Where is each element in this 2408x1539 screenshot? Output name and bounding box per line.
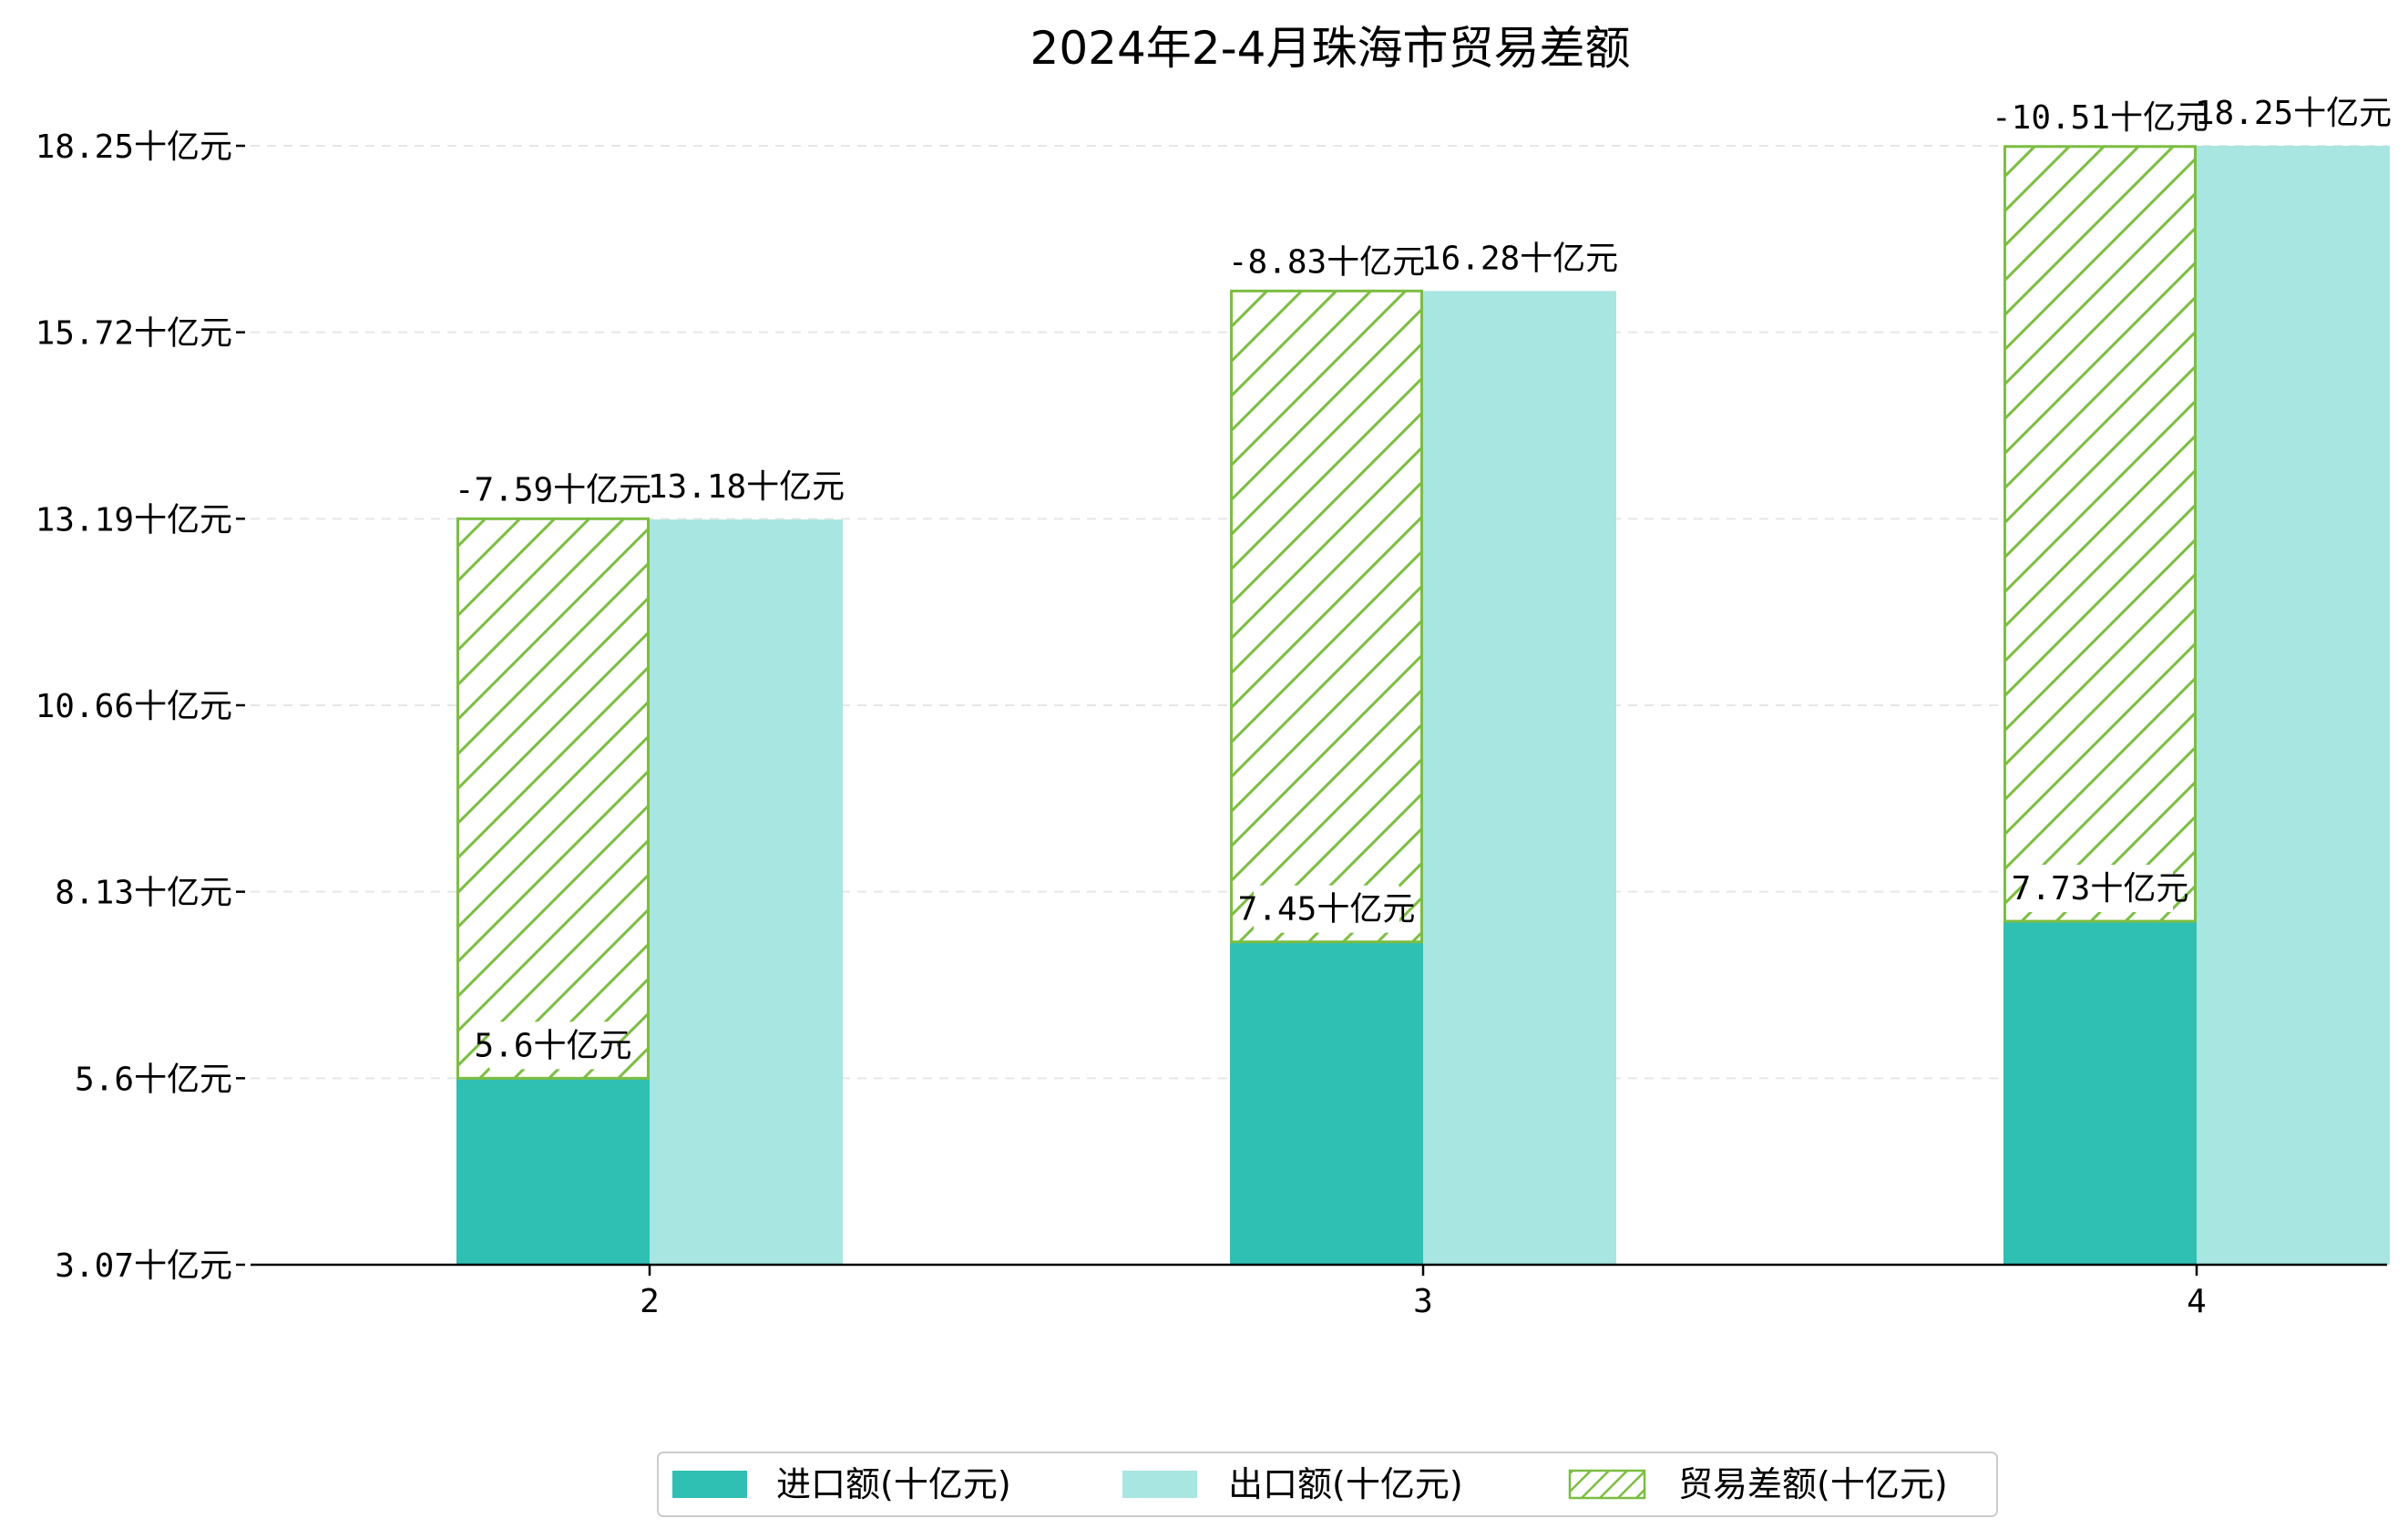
legend-frame xyxy=(657,1452,1998,1517)
data-label-import-group: 5.6十亿元 xyxy=(474,1021,632,1070)
data-label-export: 18.25十亿元 xyxy=(2195,95,2392,132)
data-label-export-bg xyxy=(1438,234,1602,282)
data-label-import-group: 7.73十亿元 xyxy=(2012,865,2189,913)
data-labels: 13.18十亿元-7.59十亿元 5.6十亿元 16.28十亿元-8.83十亿元 7.… xyxy=(455,89,2392,1070)
legend-label-export: 出口额(十亿元) xyxy=(1228,1464,1463,1504)
y-tick-label: 13.19十亿元 xyxy=(36,501,232,539)
legend-swatch-balance xyxy=(1568,1469,1646,1500)
y-tick-label: 10.66十亿元 xyxy=(36,688,232,725)
y-tick-label: 18.25十亿元 xyxy=(36,128,232,166)
bar-trade-balance xyxy=(1230,289,1423,944)
data-label-export-group: 18.25十亿元 xyxy=(2195,89,2392,137)
y-tick-label: 3.07十亿元 xyxy=(55,1247,232,1285)
legend: 进口额(十亿元) 出口额(十亿元) 贸易差额(十亿元) xyxy=(657,1452,1998,1517)
data-label-balance-bg xyxy=(1245,238,1409,286)
bar-import xyxy=(1230,941,1423,1265)
legend-label-balance: 贸易差额(十亿元) xyxy=(1678,1464,1948,1504)
data-label-import: 5.6十亿元 xyxy=(474,1027,631,1064)
x-tick-label: 2 xyxy=(640,1283,660,1320)
data-label-import-bg xyxy=(1254,885,1399,933)
data-label-export-bg xyxy=(664,463,828,511)
data-label-export-group: 16.28十亿元 xyxy=(1421,234,1618,282)
bar-export xyxy=(2197,146,2390,1265)
bar-trade-balance xyxy=(456,517,650,1080)
chart-title: 2024年2-4月珠海市贸易差额 xyxy=(1030,22,1631,75)
y-axis: 3.07十亿元 5.6十亿元 8.13十亿元 10.66十亿元 13.19十亿元 15.7… xyxy=(36,128,245,1285)
bar-export xyxy=(650,519,843,1265)
y-tick-label: 5.6十亿元 xyxy=(75,1061,232,1098)
data-label-balance-bg xyxy=(2009,93,2191,141)
x-axis: 2 3 4 xyxy=(640,1265,2207,1320)
data-label-balance-group: -7.59十亿元 xyxy=(455,466,651,514)
bar-import xyxy=(2003,921,2197,1265)
data-label-balance-group: -8.83十亿元 xyxy=(1228,238,1425,286)
x-tick-label: 3 xyxy=(1413,1283,1433,1320)
data-label-import: 7.45十亿元 xyxy=(1238,891,1416,929)
x-tick-label: 4 xyxy=(2187,1283,2207,1320)
bar-import xyxy=(456,1078,650,1265)
data-label-balance: -10.51十亿元 xyxy=(1992,99,2208,137)
data-label-export-group: 13.18十亿元 xyxy=(648,463,845,511)
data-label-import-bg xyxy=(489,1021,617,1070)
data-label-import-bg xyxy=(2027,865,2173,913)
y-tick-label: 8.13十亿元 xyxy=(55,875,232,912)
data-label-export: 13.18十亿元 xyxy=(648,468,845,506)
legend-swatch-import xyxy=(672,1471,747,1498)
data-label-export-bg xyxy=(2211,89,2375,137)
data-label-export: 16.28十亿元 xyxy=(1421,240,1618,277)
data-label-balance: -8.83十亿元 xyxy=(1228,243,1425,281)
legend-swatch-export xyxy=(1122,1471,1197,1498)
y-tick-label: 15.72十亿元 xyxy=(36,315,232,353)
bar-trade-balance xyxy=(2003,145,2197,923)
data-label-import: 7.73十亿元 xyxy=(2012,870,2189,908)
data-label-balance-group: -10.51十亿元 xyxy=(1992,93,2208,141)
data-label-balance-bg xyxy=(471,466,635,514)
data-label-balance: -7.59十亿元 xyxy=(455,471,651,508)
bar-export xyxy=(1423,291,1616,1265)
legend-label-import: 进口额(十亿元) xyxy=(776,1464,1011,1504)
data-label-import-group: 7.45十亿元 xyxy=(1238,885,1416,933)
bars xyxy=(456,145,2390,1265)
